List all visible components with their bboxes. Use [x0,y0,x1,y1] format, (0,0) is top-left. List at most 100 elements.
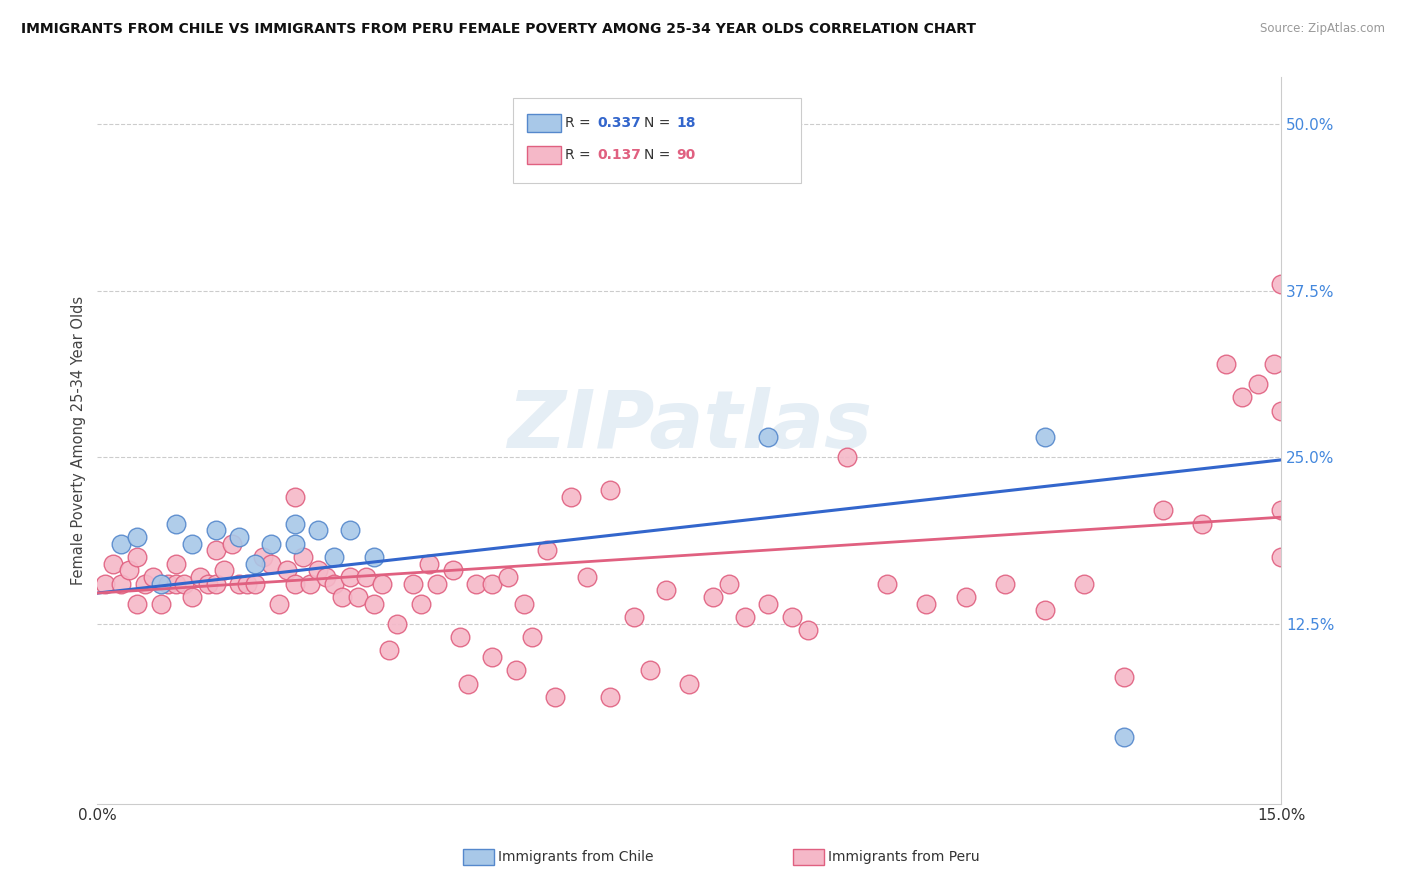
Point [1112,730,1135,744]
Point [165,516,187,531]
Point [204,524,226,538]
Point [228,530,250,544]
Point [1230,390,1253,404]
Point [165,557,187,571]
Text: ZIPatlas: ZIPatlas [508,387,872,465]
Point [134,576,156,591]
Point [638,664,661,678]
Point [441,564,464,578]
Point [307,524,329,538]
Point [276,564,298,578]
Point [418,557,440,571]
Point [118,564,141,578]
Point [101,557,124,571]
Point [323,550,346,565]
Point [110,537,132,551]
Text: 90: 90 [676,148,696,162]
Point [204,576,226,591]
Point [307,564,329,578]
Point [354,570,377,584]
Point [142,570,165,584]
Point [678,676,700,690]
Point [1073,576,1095,591]
Point [481,650,503,665]
Point [378,643,401,657]
Point [426,576,449,591]
Point [496,570,519,584]
Text: R =: R = [565,148,595,162]
Point [994,576,1017,591]
Text: N =: N = [644,116,675,130]
Point [315,570,337,584]
Point [1270,277,1292,291]
Point [449,630,471,644]
Text: 0.137: 0.137 [598,148,641,162]
Point [125,597,148,611]
Text: Source: ZipAtlas.com: Source: ZipAtlas.com [1260,22,1385,36]
Point [536,543,558,558]
Point [1033,430,1056,444]
Point [252,550,274,565]
Point [837,450,859,465]
Point [1152,503,1174,517]
Point [228,576,250,591]
Point [409,597,432,611]
Point [181,537,204,551]
Point [1215,357,1237,371]
Point [284,516,307,531]
Point [734,610,756,624]
Point [284,537,307,551]
Point [465,576,488,591]
Point [157,576,180,591]
Point [544,690,567,704]
Point [125,530,148,544]
Point [110,576,132,591]
Text: 18: 18 [676,116,696,130]
Point [181,590,204,604]
Point [402,576,425,591]
Point [481,576,503,591]
Point [197,576,219,591]
Point [797,624,820,638]
Point [702,590,724,604]
Point [1033,603,1056,617]
Text: IMMIGRANTS FROM CHILE VS IMMIGRANTS FROM PERU FEMALE POVERTY AMONG 25-34 YEAR OL: IMMIGRANTS FROM CHILE VS IMMIGRANTS FROM… [21,22,976,37]
Point [1270,403,1292,417]
Point [188,570,211,584]
Point [654,583,676,598]
Point [267,597,290,611]
Point [1191,516,1213,531]
Point [520,630,543,644]
Point [339,524,361,538]
Text: Immigrants from Peru: Immigrants from Peru [828,850,980,864]
Point [780,610,803,624]
Point [236,576,259,591]
Point [291,550,314,565]
Text: R =: R = [565,116,595,130]
Point [915,597,938,611]
Point [212,564,235,578]
Point [339,570,361,584]
Point [955,590,977,604]
Text: Immigrants from Chile: Immigrants from Chile [498,850,654,864]
Point [756,597,779,611]
Point [165,576,187,591]
Y-axis label: Female Poverty Among 25-34 Year Olds: Female Poverty Among 25-34 Year Olds [72,296,86,585]
Point [717,576,740,591]
Point [149,576,172,591]
Point [330,590,353,604]
Point [94,576,117,591]
Point [363,550,385,565]
Point [623,610,645,624]
Point [1112,670,1135,684]
Point [876,576,898,591]
Text: N =: N = [644,148,675,162]
Point [125,550,148,565]
Point [370,576,392,591]
Point [245,576,267,591]
Point [299,576,322,591]
Point [173,576,195,591]
Point [347,590,370,604]
Point [599,483,621,498]
Text: 0.337: 0.337 [598,116,641,130]
